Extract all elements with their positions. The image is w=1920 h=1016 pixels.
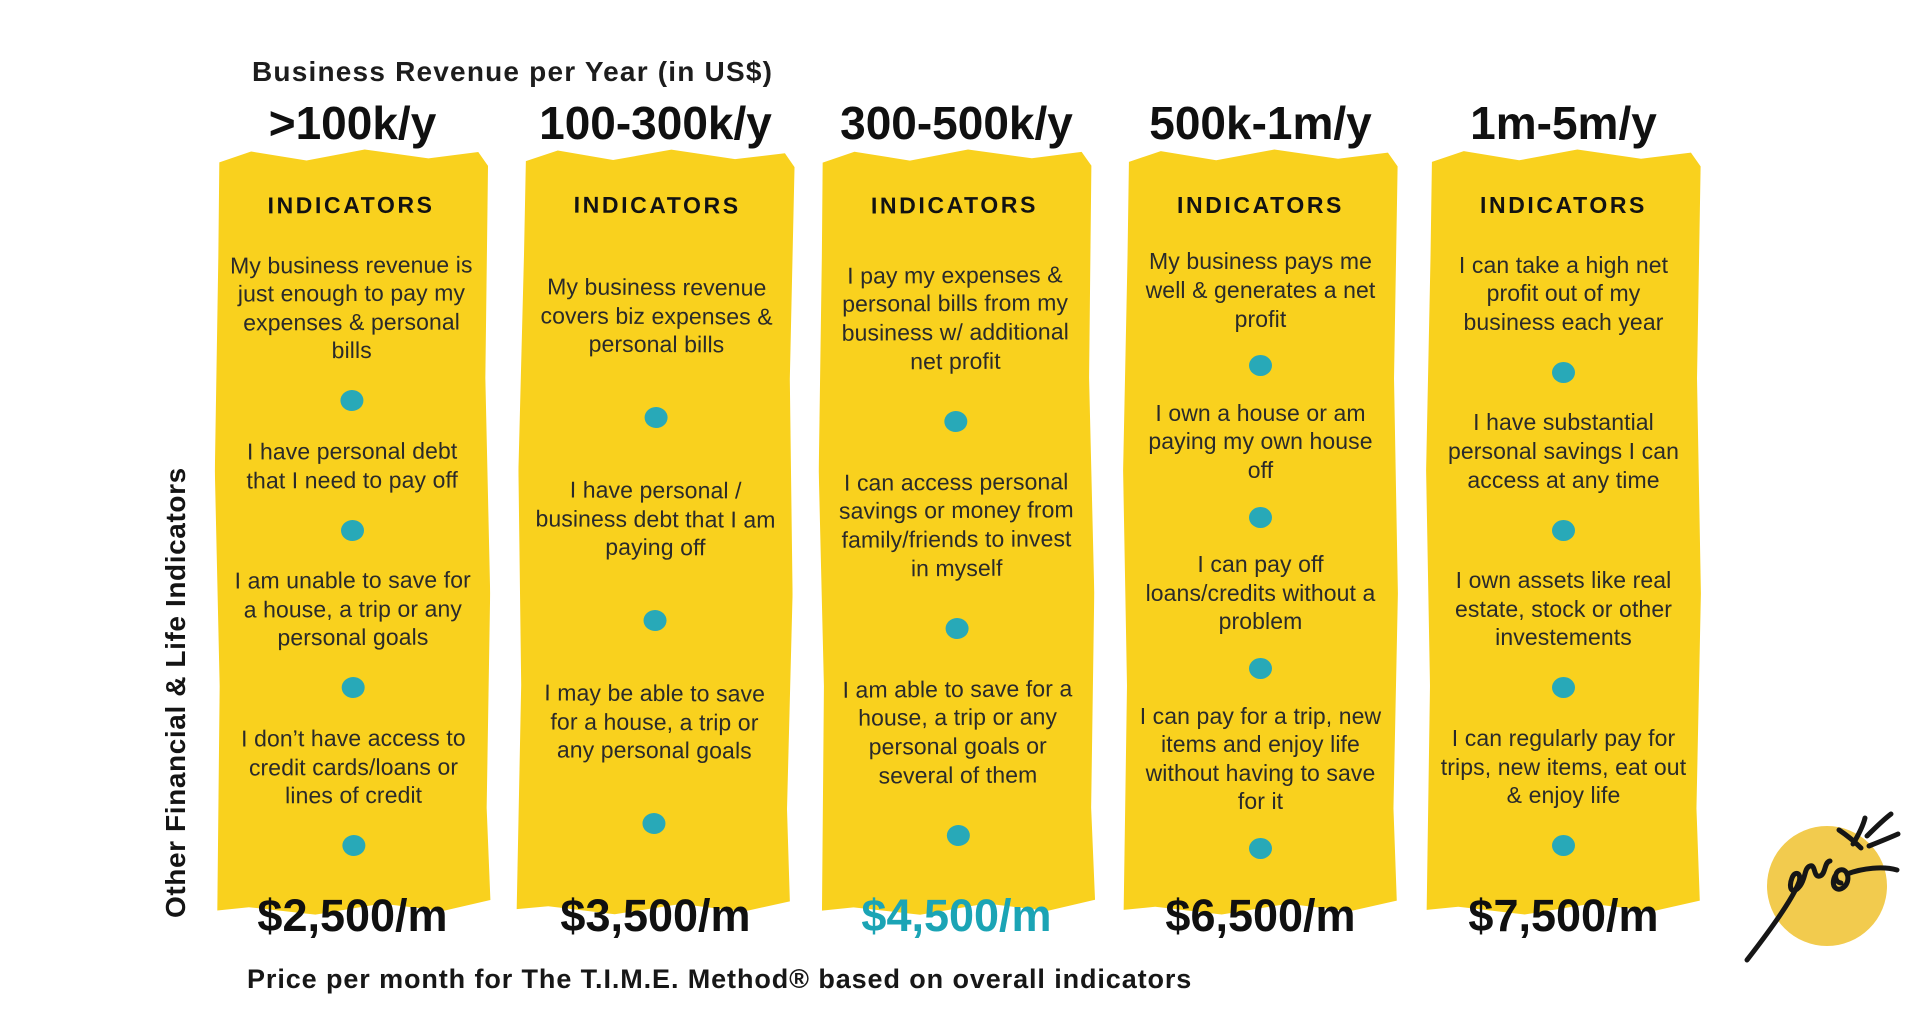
indicator-item: I am unable to save for a house, a trip … — [234, 566, 471, 651]
bullet-dot-icon — [645, 407, 668, 428]
bullet-dot-icon — [947, 825, 970, 846]
indicator-item: I pay my expenses & personal bills from … — [841, 261, 1069, 374]
indicator-item: I don’t have access to credit cards/loan… — [240, 724, 466, 809]
tier-card: INDICATORS I can take a high net profit … — [1426, 149, 1701, 915]
bullet-dot-icon — [1552, 835, 1575, 857]
bullet-dot-icon — [1552, 519, 1575, 541]
tier-card: INDICATORS My business pays me well & ge… — [1123, 149, 1398, 915]
revenue-range-header: 300-500k/y — [840, 97, 1073, 149]
indicator-item: I can pay off loans/credits without a pr… — [1145, 551, 1376, 635]
revenue-range-header: 1m-5m/y — [1470, 97, 1657, 149]
indicator-item: I may be able to save for a house, a tri… — [544, 679, 766, 764]
indicator-list: My business pays me well & generates a n… — [1134, 219, 1387, 882]
indicator-item: My business revenue is just enough to pa… — [229, 251, 473, 364]
tier-card: INDICATORS My business revenue is just e… — [212, 147, 492, 916]
indicator-list: My business revenue is just enough to pa… — [225, 218, 481, 882]
bullet-dot-icon — [1552, 361, 1575, 383]
chart-title: Business Revenue per Year (in US$) — [252, 56, 774, 87]
indicators-label: INDICATORS — [573, 191, 741, 219]
indicator-item: I own a house or am paying my own house … — [1148, 399, 1373, 483]
indicator-item: I have substantial personal savings I ca… — [1447, 409, 1680, 493]
indicator-item: I am able to save for a house, a trip or… — [842, 675, 1073, 788]
bullet-dot-icon — [944, 411, 967, 432]
revenue-range-header: 100-300k/y — [539, 97, 772, 149]
tier-card: INDICATORS I pay my expenses & personal … — [816, 147, 1098, 917]
tier-column-300-500k: 300-500k/y INDICATORS I pay my expenses … — [818, 96, 1095, 966]
price-per-month: $6,500/m — [1165, 890, 1356, 941]
footer-caption: Price per month for The T.I.M.E. Method®… — [247, 964, 1193, 994]
indicator-item: I have personal debt that I need to pay … — [246, 437, 459, 493]
bullet-dot-icon — [1249, 658, 1272, 680]
bullet-dot-icon — [342, 677, 365, 698]
bullet-dot-icon — [342, 835, 365, 856]
indicator-item: My business pays me well & generates a n… — [1145, 248, 1376, 332]
tier-column-under-100k: >100k/y INDICATORS My business revenue i… — [214, 96, 491, 966]
indicators-label: INDICATORS — [1177, 192, 1344, 218]
price-per-month: $7,500/m — [1468, 890, 1659, 941]
price-per-month-highlighted: $4,500/m — [861, 890, 1052, 941]
indicator-item: I can pay for a trip, new items and enjo… — [1139, 702, 1382, 815]
bullet-dot-icon — [1249, 355, 1272, 377]
signature-icon — [1744, 811, 1901, 963]
left-axis-label: Other Financial & Life Indicators — [160, 467, 191, 918]
indicator-item: My business revenue covers biz expenses … — [540, 273, 773, 358]
bullet-dot-icon — [643, 610, 666, 631]
indicator-item: I can take a high net profit out of my b… — [1458, 251, 1669, 335]
price-per-month: $2,500/m — [257, 890, 448, 941]
bullet-dot-icon — [1552, 677, 1575, 699]
indicators-label: INDICATORS — [267, 191, 435, 219]
bullet-dot-icon — [642, 813, 665, 834]
revenue-range-header: 500k-1m/y — [1149, 97, 1372, 149]
indicator-item: I have personal / business debt that I a… — [535, 476, 776, 561]
bullet-dot-icon — [341, 520, 364, 541]
indicator-item: I can regularly pay for trips, new items… — [1440, 725, 1687, 809]
indicator-list: My business revenue covers biz expenses … — [527, 218, 783, 882]
bullet-dot-icon — [946, 618, 969, 639]
mo-signature-logo — [1733, 796, 1913, 976]
indicators-label: INDICATORS — [1480, 192, 1647, 218]
tier-column-1m-5m: 1m-5m/y INDICATORS I can take a high net… — [1425, 96, 1702, 966]
price-per-month: $3,500/m — [560, 890, 751, 941]
indicators-label: INDICATORS — [870, 191, 1039, 219]
indicator-item: I can access personal savings or money f… — [838, 468, 1074, 581]
bullet-dot-icon — [340, 390, 363, 411]
bullet-dot-icon — [1249, 838, 1272, 860]
indicator-list: I pay my expenses & personal bills from … — [828, 218, 1085, 883]
tier-column-500k-1m: 500k-1m/y INDICATORS My business pays me… — [1122, 96, 1399, 966]
indicator-list: I can take a high net profit out of my b… — [1437, 219, 1690, 882]
revenue-range-header: >100k/y — [268, 97, 437, 149]
indicator-item: I own assets like real estate, stock or … — [1455, 567, 1672, 651]
bullet-dot-icon — [1249, 506, 1272, 528]
tier-column-100-300k: 100-300k/y INDICATORS My business revenu… — [517, 96, 794, 966]
tier-card: INDICATORS My business revenue covers bi… — [515, 147, 796, 916]
